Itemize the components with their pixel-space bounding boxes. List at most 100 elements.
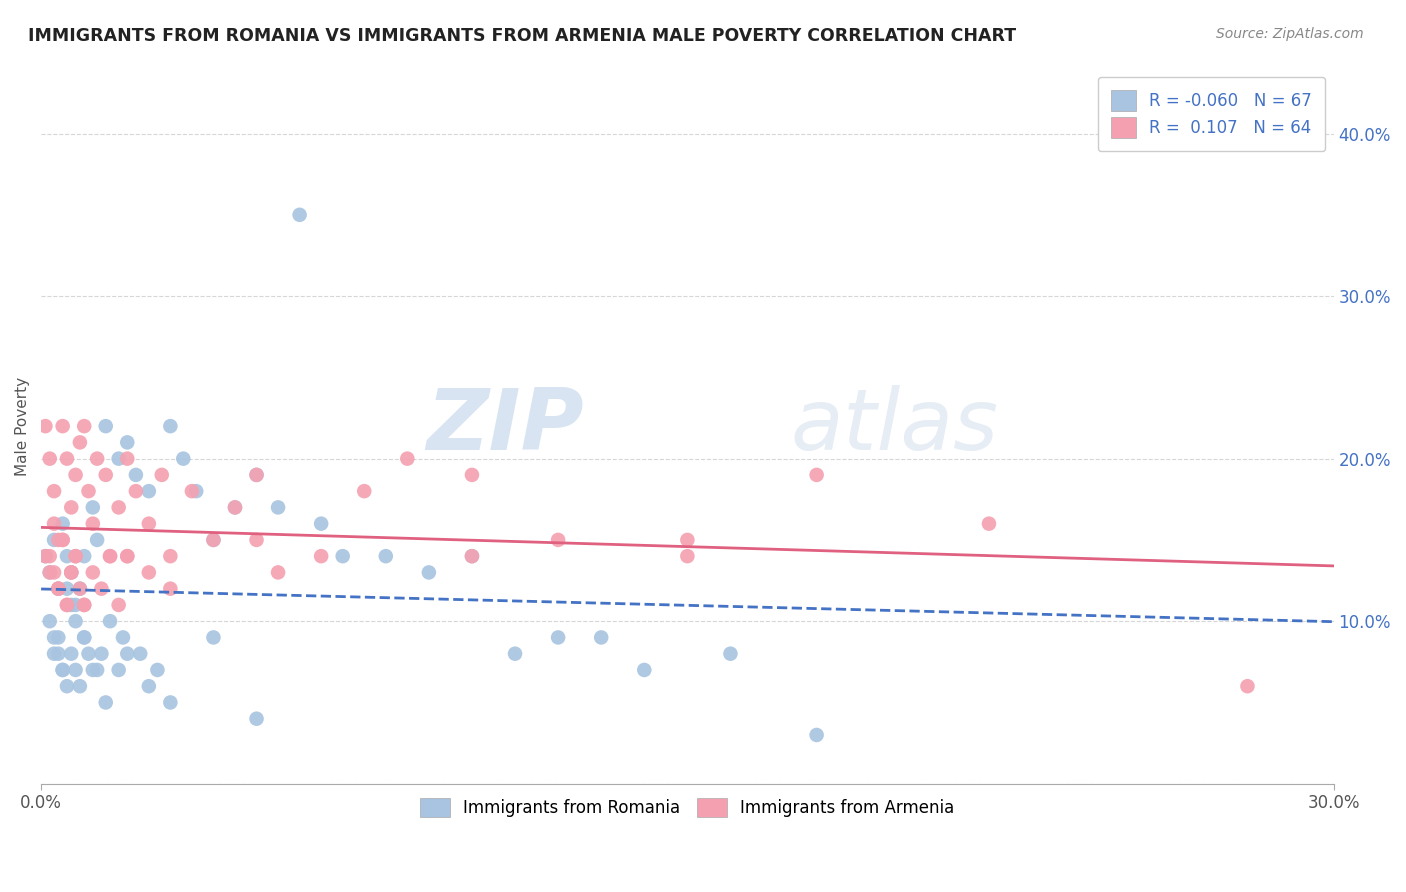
Point (69, 679, 91, 693)
Point (111, 631, 134, 645)
Point (82, 663, 104, 677)
Point (42, 566, 65, 580)
Point (267, 566, 290, 580)
Point (65, 663, 87, 677)
Point (159, 549, 181, 564)
Point (186, 484, 208, 499)
Point (633, 663, 655, 677)
Point (591, 631, 613, 645)
Point (77, 484, 100, 499)
Point (56, 451, 79, 466)
Point (146, 663, 169, 677)
Point (38, 566, 60, 580)
Point (60, 500, 83, 515)
Point (309, 516, 332, 531)
Point (60, 566, 83, 580)
Point (65, 549, 87, 564)
Point (60, 598, 83, 612)
Point (86, 533, 108, 547)
Point (977, 516, 1000, 531)
Point (65, 549, 87, 564)
Point (125, 484, 148, 499)
Point (98, 549, 121, 564)
Point (159, 419, 181, 434)
Point (806, 467, 828, 482)
Point (202, 533, 225, 547)
Point (720, 647, 742, 661)
Point (138, 566, 160, 580)
Point (1236, 679, 1258, 693)
Point (288, 208, 311, 222)
Point (224, 500, 246, 515)
Point (159, 696, 181, 710)
Point (138, 516, 160, 531)
Point (117, 549, 139, 564)
Text: ZIP: ZIP (426, 384, 583, 467)
Point (461, 467, 484, 482)
Point (98, 614, 121, 628)
Point (159, 582, 181, 596)
Point (309, 549, 332, 564)
Point (117, 647, 139, 661)
Point (94, 419, 117, 434)
Point (461, 549, 484, 564)
Point (138, 679, 160, 693)
Point (117, 435, 139, 450)
Legend: Immigrants from Romania, Immigrants from Armenia: Immigrants from Romania, Immigrants from… (412, 789, 963, 825)
Point (107, 663, 129, 677)
Point (65, 598, 87, 612)
Point (98, 549, 121, 564)
Point (52, 533, 75, 547)
Point (56, 549, 79, 564)
Point (42, 533, 65, 547)
Point (56, 598, 79, 612)
Point (94, 696, 117, 710)
Point (42, 631, 65, 645)
Point (52, 533, 75, 547)
Point (73, 631, 96, 645)
Point (129, 647, 152, 661)
Point (180, 484, 202, 499)
Point (77, 647, 100, 661)
Point (245, 467, 267, 482)
Point (806, 728, 828, 742)
Point (42, 647, 65, 661)
Point (52, 516, 75, 531)
Point (46, 647, 69, 661)
Point (82, 516, 104, 531)
Point (73, 549, 96, 564)
Point (52, 663, 75, 677)
Point (676, 549, 699, 564)
Point (202, 631, 225, 645)
Point (172, 451, 194, 466)
Text: Source: ZipAtlas.com: Source: ZipAtlas.com (1216, 27, 1364, 41)
Point (82, 566, 104, 580)
Point (42, 484, 65, 499)
Point (374, 549, 396, 564)
Point (224, 500, 246, 515)
Point (90, 582, 112, 596)
Text: atlas: atlas (790, 384, 998, 467)
Point (73, 598, 96, 612)
Point (56, 598, 79, 612)
Point (396, 451, 419, 466)
Point (125, 467, 148, 482)
Point (86, 663, 108, 677)
Point (46, 582, 69, 596)
Point (117, 549, 139, 564)
Point (56, 582, 79, 596)
Point (46, 631, 69, 645)
Point (34, 419, 56, 434)
Point (245, 467, 267, 482)
Point (52, 419, 75, 434)
Point (73, 419, 96, 434)
Point (503, 647, 526, 661)
Point (69, 435, 91, 450)
Point (34, 549, 56, 564)
Point (65, 467, 87, 482)
Point (56, 679, 79, 693)
Point (52, 663, 75, 677)
Point (73, 598, 96, 612)
Point (46, 533, 69, 547)
Point (267, 500, 290, 515)
